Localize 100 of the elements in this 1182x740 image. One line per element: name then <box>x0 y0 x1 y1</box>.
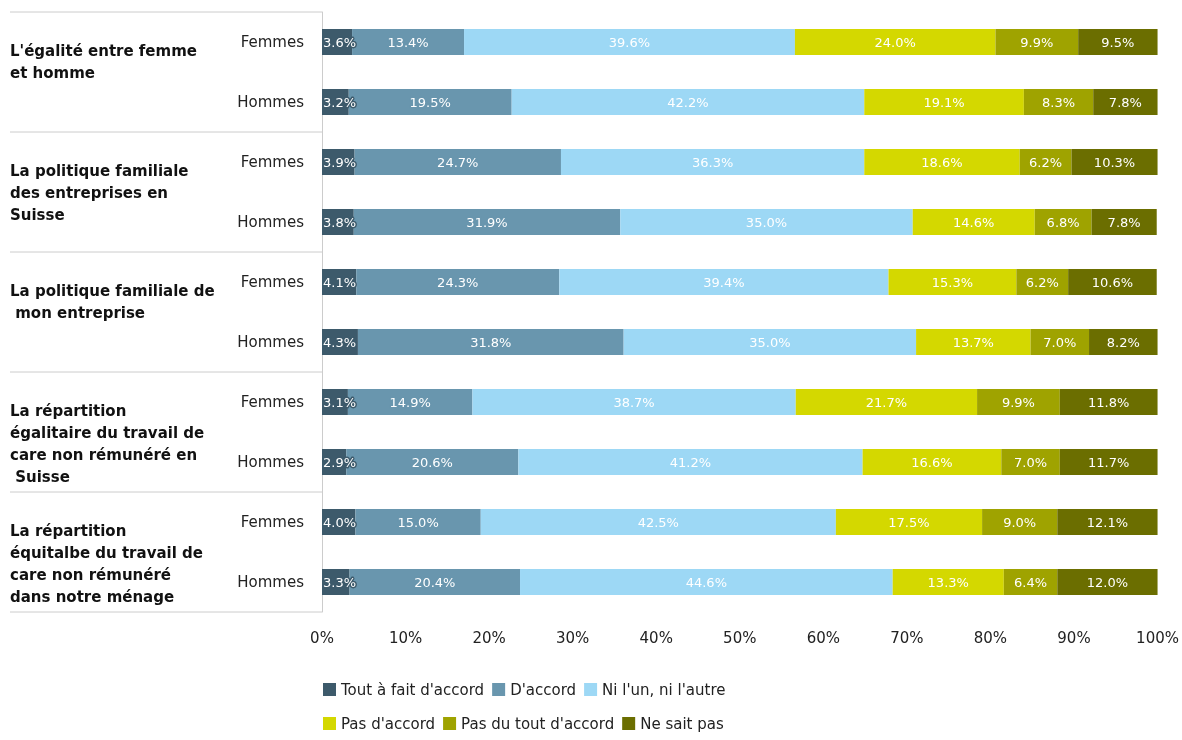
x-tick-label: 50% <box>723 628 757 647</box>
data-label: 17.5% <box>888 514 930 530</box>
data-label: 11.8% <box>1088 394 1130 410</box>
data-label: 21.7% <box>865 394 908 410</box>
data-label: 6.2% <box>1029 154 1063 170</box>
data-label: 3.8% <box>323 214 357 230</box>
data-label: 3.9% <box>323 154 357 170</box>
bar <box>472 389 796 415</box>
y-tick-label: Hommes <box>237 213 305 231</box>
x-tick-label: 10% <box>388 628 423 647</box>
data-label: 9.0% <box>1003 514 1037 530</box>
data-label: 4.3% <box>323 334 357 350</box>
legend-label: Ne sait pas <box>640 714 724 733</box>
data-label: 12.1% <box>1086 514 1129 530</box>
data-label: 7.8% <box>1108 94 1142 110</box>
text: La politique familiale des entreprises en Suisse <box>10 162 194 224</box>
text: La répartition équitalbe du travail de care non rémunéré dans notre ménage <box>10 522 209 606</box>
data-label: 9.5% <box>1101 34 1135 50</box>
data-label: 3.1% <box>323 394 357 410</box>
data-label: 6.2% <box>1025 274 1059 290</box>
data-label: 15.3% <box>931 274 974 290</box>
bar <box>354 149 561 175</box>
y-tick-label: Hommes <box>237 453 305 471</box>
x-tick-label: 80% <box>973 628 1008 647</box>
bar <box>520 569 893 595</box>
data-label: 7.8% <box>1107 214 1141 230</box>
data-label: 11.7% <box>1088 454 1130 470</box>
data-label: 41.2% <box>669 454 712 470</box>
bar <box>559 269 889 295</box>
legend-label: Pas du tout d'accord <box>461 714 615 733</box>
data-label: 12.0% <box>1086 574 1129 590</box>
data-label: 35.0% <box>749 334 791 350</box>
legend-label: D'accord <box>510 680 577 699</box>
data-label: 19.1% <box>923 94 965 110</box>
data-label: 24.0% <box>874 34 916 50</box>
data-label: 10.3% <box>1093 154 1136 170</box>
bar <box>356 269 560 295</box>
data-label: 42.5% <box>637 514 679 530</box>
data-label: 44.6% <box>685 574 728 590</box>
data-label: 4.1% <box>323 274 357 290</box>
data-label: 39.6% <box>608 34 651 50</box>
data-label: 15.0% <box>397 514 439 530</box>
bar <box>623 329 917 355</box>
data-label: 39.4% <box>703 274 745 290</box>
text: La politique familiale de mon entreprise <box>10 282 215 322</box>
bar <box>794 29 996 55</box>
data-label: 3.3% <box>323 574 357 590</box>
bar <box>620 209 913 235</box>
x-tick-label: 40% <box>639 628 673 647</box>
text: La répartition égalitaire du travail de care non rémunéré en Suisse <box>10 402 210 486</box>
bar <box>357 329 624 355</box>
data-label: 8.3% <box>1042 94 1076 110</box>
data-label: 9.9% <box>1020 34 1054 50</box>
x-tick-label: 60% <box>806 628 841 647</box>
data-label: 16.6% <box>911 454 953 470</box>
y-tick-label: Femmes <box>240 273 305 291</box>
bar <box>480 509 836 535</box>
y-tick-label: Hommes <box>237 93 305 111</box>
legend-label: Pas d'accord <box>341 714 436 733</box>
y-tick-label: Hommes <box>237 573 305 591</box>
data-label: 6.4% <box>1014 574 1048 590</box>
data-label: 7.0% <box>1043 334 1077 350</box>
data-label: 36.3% <box>691 154 734 170</box>
bar <box>464 29 795 55</box>
data-label: 31.9% <box>466 214 508 230</box>
data-label: 8.2% <box>1106 334 1140 350</box>
data-label: 18.6% <box>921 154 963 170</box>
data-label: 3.6% <box>323 34 357 50</box>
data-label: 14.9% <box>389 394 431 410</box>
legend-label: Ni l'un, ni l'autre <box>602 680 726 699</box>
data-label: 24.3% <box>437 274 479 290</box>
data-label: 31.8% <box>470 334 512 350</box>
bar <box>511 89 865 115</box>
data-label: 6.8% <box>1046 214 1080 230</box>
data-label: 3.2% <box>323 94 357 110</box>
data-label: 13.4% <box>387 34 429 50</box>
data-label: 19.5% <box>409 94 451 110</box>
y-tick-label: Femmes <box>240 393 305 411</box>
text: L'égalité entre femme et homme <box>10 42 203 82</box>
data-label: 13.3% <box>927 574 969 590</box>
data-label: 13.7% <box>952 334 994 350</box>
y-tick-label: Femmes <box>240 513 305 531</box>
y-tick-label: Femmes <box>240 153 305 171</box>
data-label: 14.6% <box>953 214 995 230</box>
x-tick-label: 70% <box>890 628 924 647</box>
legend-label: Tout à fait d'accord <box>340 680 485 699</box>
data-label: 9.9% <box>1001 394 1035 410</box>
y-tick-label: Hommes <box>237 333 305 351</box>
x-tick-label: 100% <box>1136 628 1179 647</box>
x-tick-label: 0% <box>310 628 334 647</box>
data-label: 20.4% <box>414 574 456 590</box>
bar <box>518 449 863 475</box>
data-label: 35.0% <box>745 214 788 230</box>
data-label: 38.7% <box>613 394 655 410</box>
x-tick-label: 30% <box>556 628 590 647</box>
data-label: 4.0% <box>323 514 357 530</box>
y-tick-label: Femmes <box>240 33 305 51</box>
data-label: 10.6% <box>1091 274 1134 290</box>
data-label: 24.7% <box>437 154 479 170</box>
data-label: 20.6% <box>411 454 453 470</box>
